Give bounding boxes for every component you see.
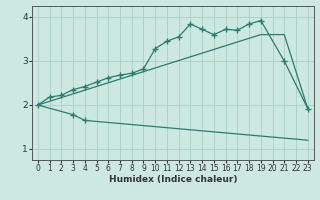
X-axis label: Humidex (Indice chaleur): Humidex (Indice chaleur) [108,175,237,184]
